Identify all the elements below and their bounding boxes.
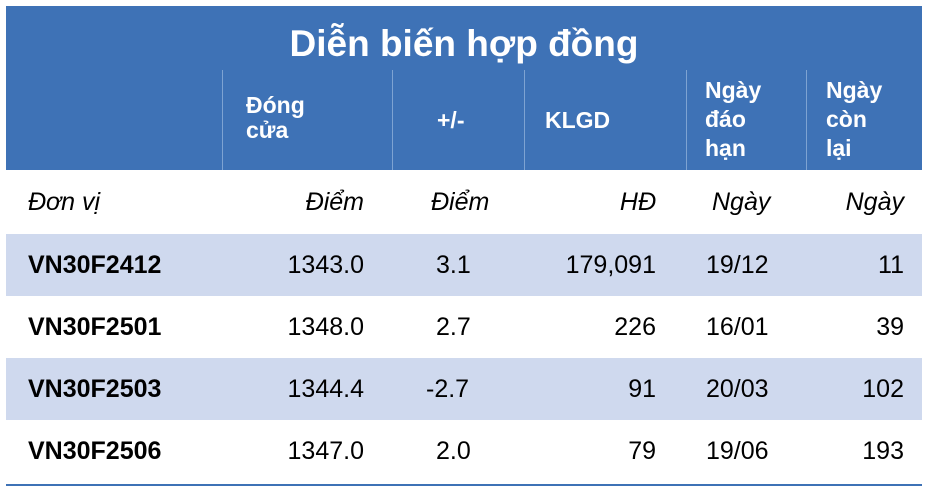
price-change: 3.1 (436, 250, 471, 279)
close-price: 1344.4 (287, 374, 364, 403)
expiry-date: 19/06 (706, 436, 769, 465)
trading-volume: 91 (628, 374, 656, 403)
table-title: Diễn biến hợp đồng (6, 6, 922, 71)
header-remaining: Ngày còn lại (806, 70, 922, 170)
trading-volume: 226 (614, 312, 656, 341)
unit-expiry: Ngày (712, 187, 771, 216)
column-header-row: Đóng cửa +/- KLGD Ngày đáo hạn Ngày còn … (6, 70, 922, 170)
header-change-label: +/- (437, 107, 465, 133)
table-row: VN30F2506 1347.0 2.0 79 19/06 193 (6, 420, 922, 482)
close-price: 1343.0 (287, 250, 364, 279)
trading-volume: 79 (628, 436, 656, 465)
trading-volume: 179,091 (565, 250, 656, 279)
unit-change: Điểm (431, 187, 490, 216)
header-volume: KLGD (524, 70, 686, 170)
contract-code: VN30F2412 (28, 250, 162, 279)
table-row: VN30F2501 1348.0 2.7 226 16/01 39 (6, 296, 922, 358)
header-close-line2: cửa (246, 117, 289, 143)
table-row: VN30F2503 1344.4 -2.7 91 20/03 102 (6, 358, 922, 420)
expiry-date: 20/03 (706, 374, 769, 403)
days-remaining: 39 (876, 312, 904, 341)
unit-close: Điểm (305, 187, 364, 216)
days-remaining: 102 (862, 374, 904, 403)
header-expiry-line3: hạn (705, 135, 746, 161)
header-remaining-line1: Ngày (826, 77, 883, 103)
header-change: +/- (392, 70, 524, 170)
unit-label: Đơn vị (28, 187, 101, 216)
contract-code: VN30F2501 (28, 312, 162, 341)
price-change: 2.0 (436, 436, 471, 465)
contract-code: VN30F2506 (28, 436, 162, 465)
units-row: Đơn vị Điểm Điểm HĐ Ngày Ngày (6, 170, 922, 234)
header-remaining-line3: lại (826, 135, 852, 161)
price-change: -2.7 (426, 374, 470, 403)
header-close: Đóng cửa (222, 70, 392, 170)
days-remaining: 11 (878, 250, 904, 279)
unit-volume: HĐ (619, 187, 656, 216)
close-price: 1347.0 (287, 436, 364, 465)
expiry-date: 16/01 (706, 312, 769, 341)
header-remaining-line2: còn (826, 106, 867, 132)
expiry-date: 19/12 (706, 250, 769, 279)
table-row: VN30F2412 1343.0 3.1 179,091 19/12 11 (6, 234, 922, 296)
header-expiry-line2: đáo (705, 106, 746, 132)
price-change: 2.7 (436, 312, 471, 341)
contract-table: Diễn biến hợp đồng Đóng cửa +/- KLGD Ngà… (6, 6, 922, 486)
header-volume-label: KLGD (545, 107, 611, 133)
table-bottom-border (6, 484, 922, 486)
close-price: 1348.0 (287, 312, 364, 341)
unit-remaining: Ngày (845, 187, 904, 216)
header-expiry-line1: Ngày (705, 77, 762, 103)
days-remaining: 193 (862, 436, 904, 465)
header-blank (6, 70, 222, 170)
contract-code: VN30F2503 (28, 374, 162, 403)
header-close-line1: Đóng (246, 92, 305, 118)
header-expiry: Ngày đáo hạn (686, 70, 806, 170)
